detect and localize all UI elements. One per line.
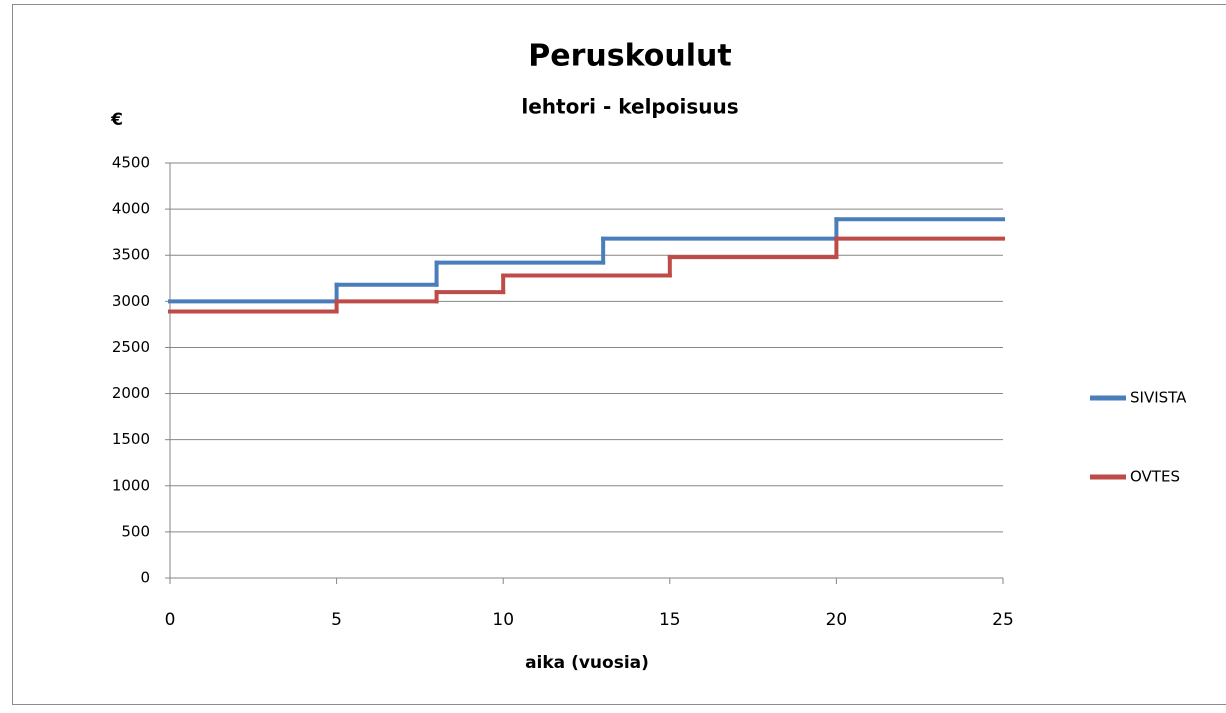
x-tick-label: 20 bbox=[826, 610, 848, 630]
y-tick-label: 4500 bbox=[112, 154, 150, 172]
y-tick-label: 2500 bbox=[112, 338, 150, 356]
y-tick-label: 2000 bbox=[112, 384, 150, 402]
y-tick-label: 0 bbox=[140, 569, 150, 587]
chart-subtitle: lehtori - kelpoisuus bbox=[521, 95, 738, 119]
y-tick-label: 1000 bbox=[112, 476, 150, 494]
legend-label: SIVISTA bbox=[1130, 389, 1187, 407]
chart-title: Peruskoulut bbox=[528, 39, 731, 74]
x-tick-label: 10 bbox=[492, 610, 514, 630]
x-tick-label: 5 bbox=[331, 610, 342, 630]
y-tick-label: 3500 bbox=[112, 246, 150, 264]
y-tick-label: 4000 bbox=[112, 200, 150, 218]
y-axis-label: € bbox=[110, 110, 123, 130]
x-axis-label: aika (vuosia) bbox=[525, 653, 649, 673]
x-tick-label: 15 bbox=[659, 610, 681, 630]
legend-label: OVTES bbox=[1130, 468, 1180, 486]
x-tick-label: 0 bbox=[165, 610, 176, 630]
y-tick-label: 500 bbox=[121, 522, 150, 540]
y-tick-label: 1500 bbox=[112, 430, 150, 448]
x-tick-label: 25 bbox=[992, 610, 1014, 630]
y-tick-label: 3000 bbox=[112, 292, 150, 310]
